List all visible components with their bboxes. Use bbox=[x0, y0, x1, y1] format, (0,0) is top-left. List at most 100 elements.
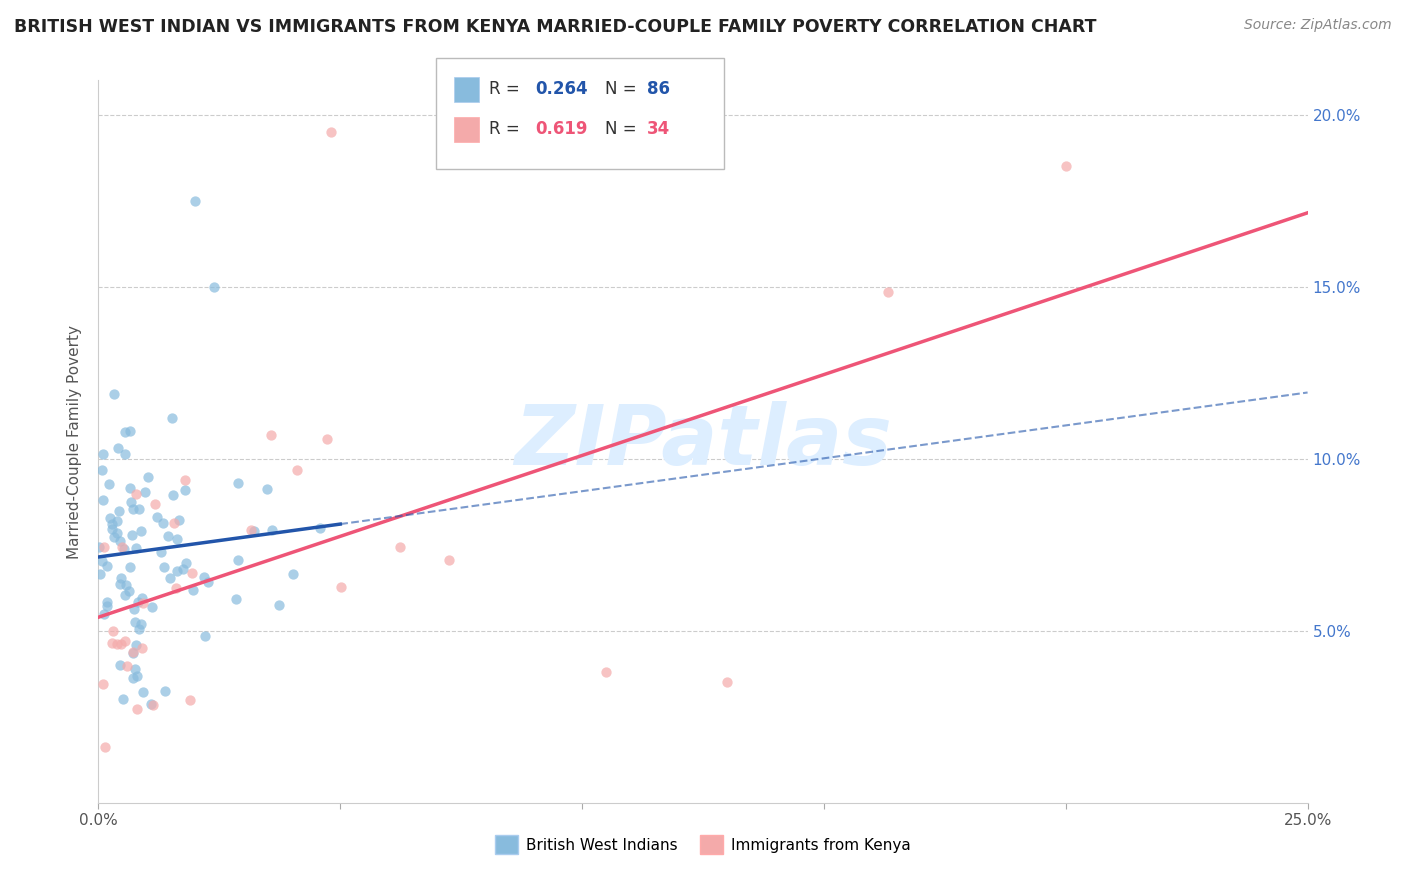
Point bbox=[98, 510, 121, 524]
Point bbox=[110, 637, 132, 651]
Point bbox=[121, 528, 143, 542]
Point bbox=[309, 521, 332, 535]
Point bbox=[101, 516, 124, 531]
Point bbox=[197, 574, 219, 589]
Point bbox=[159, 571, 181, 585]
Point bbox=[91, 493, 114, 508]
Text: BRITISH WEST INDIAN VS IMMIGRANTS FROM KENYA MARRIED-COUPLE FAMILY POVERTY CORRE: BRITISH WEST INDIAN VS IMMIGRANTS FROM K… bbox=[14, 18, 1097, 36]
Point bbox=[91, 463, 114, 477]
Point bbox=[90, 554, 112, 568]
Point bbox=[122, 502, 145, 516]
Point bbox=[105, 525, 128, 540]
Point bbox=[96, 558, 118, 573]
Point bbox=[166, 533, 188, 547]
Point bbox=[136, 469, 159, 483]
Point bbox=[225, 591, 247, 606]
Point bbox=[108, 657, 131, 672]
Point bbox=[125, 541, 148, 555]
Point bbox=[122, 647, 145, 661]
Point bbox=[173, 474, 195, 488]
Point bbox=[124, 662, 146, 676]
Point bbox=[166, 564, 188, 578]
Text: Source: ZipAtlas.com: Source: ZipAtlas.com bbox=[1244, 18, 1392, 32]
Point bbox=[131, 591, 153, 605]
Point bbox=[226, 476, 249, 491]
Point bbox=[120, 559, 142, 574]
Point bbox=[131, 596, 153, 610]
Point bbox=[162, 488, 184, 502]
Legend: British West Indians, Immigrants from Kenya: British West Indians, Immigrants from Ke… bbox=[489, 830, 917, 860]
Point bbox=[97, 476, 120, 491]
Point bbox=[114, 633, 136, 648]
Point bbox=[94, 739, 117, 754]
Point bbox=[128, 622, 150, 636]
Point bbox=[118, 425, 141, 439]
Text: R =: R = bbox=[489, 120, 526, 138]
Point bbox=[87, 541, 110, 555]
Point bbox=[181, 582, 204, 597]
Point bbox=[877, 285, 900, 299]
Point bbox=[281, 567, 304, 582]
Point bbox=[131, 640, 153, 655]
Point bbox=[93, 607, 115, 621]
Point bbox=[105, 637, 128, 651]
Text: R =: R = bbox=[489, 80, 526, 98]
Point bbox=[115, 577, 138, 591]
Point bbox=[91, 447, 114, 461]
Point bbox=[122, 645, 145, 659]
Text: 86: 86 bbox=[647, 80, 669, 98]
Point bbox=[142, 698, 165, 713]
Point bbox=[180, 566, 202, 581]
Point bbox=[101, 636, 124, 650]
Point bbox=[112, 541, 135, 556]
Point bbox=[153, 684, 176, 698]
Point bbox=[105, 514, 128, 528]
Point bbox=[226, 553, 249, 567]
Point bbox=[174, 556, 197, 570]
Text: 34: 34 bbox=[647, 120, 671, 138]
Text: 0.264: 0.264 bbox=[536, 80, 588, 98]
Point bbox=[125, 668, 148, 682]
Point bbox=[163, 516, 186, 530]
Point bbox=[115, 658, 138, 673]
Point bbox=[330, 580, 353, 594]
Point bbox=[437, 553, 460, 567]
Point bbox=[114, 425, 136, 440]
Point bbox=[128, 502, 150, 516]
Point bbox=[122, 602, 145, 616]
Point bbox=[595, 665, 617, 679]
Point bbox=[132, 685, 155, 699]
Point bbox=[110, 533, 132, 548]
Point bbox=[103, 387, 125, 401]
Point bbox=[152, 516, 174, 531]
Point bbox=[96, 599, 118, 613]
Point bbox=[93, 540, 115, 554]
Point bbox=[110, 571, 132, 585]
Point bbox=[111, 691, 134, 706]
Point bbox=[111, 540, 134, 554]
Point bbox=[156, 529, 179, 543]
Point bbox=[287, 463, 309, 477]
Point bbox=[141, 599, 163, 614]
Text: 0.619: 0.619 bbox=[536, 120, 588, 138]
Point bbox=[165, 581, 187, 595]
Point bbox=[114, 447, 136, 461]
Point bbox=[118, 481, 141, 495]
Point bbox=[127, 702, 149, 716]
Point bbox=[267, 599, 290, 613]
Point bbox=[153, 560, 176, 574]
Point bbox=[143, 498, 166, 512]
Point bbox=[184, 194, 207, 208]
Point bbox=[716, 675, 738, 690]
Point bbox=[100, 522, 122, 536]
Point bbox=[89, 567, 111, 582]
Point bbox=[124, 486, 146, 500]
Y-axis label: Married-Couple Family Poverty: Married-Couple Family Poverty bbox=[67, 325, 83, 558]
Point bbox=[256, 483, 278, 497]
Point bbox=[122, 671, 145, 685]
Point bbox=[118, 583, 141, 598]
Point bbox=[96, 595, 118, 609]
Point bbox=[160, 411, 183, 425]
Point bbox=[315, 433, 337, 447]
Point bbox=[319, 125, 342, 139]
